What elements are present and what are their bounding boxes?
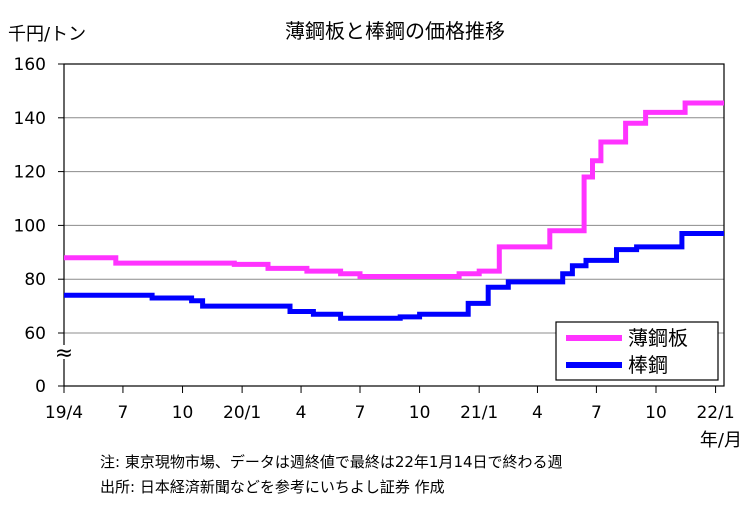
x-tick-label-1: 7 [118, 403, 129, 423]
chart-series [63, 100, 725, 321]
x-tick-label-5: 7 [355, 403, 366, 423]
x-tick-label-10: 10 [645, 403, 667, 423]
x-tick-label-2: 10 [172, 403, 194, 423]
x-tick-label-7: 21/1 [460, 403, 498, 423]
x-axis: 19/4 7 10 20/1 4 7 10 21/1 4 7 10 22/1 [45, 386, 735, 423]
axis-break-gap [56, 345, 72, 359]
y-tick-label-100: 100 [14, 216, 46, 236]
axis-break-symbol: ≈ [55, 341, 73, 366]
x-tick-label-6: 10 [409, 403, 431, 423]
x-tick-label-9: 7 [591, 403, 602, 423]
x-axis-unit-label: 年/月 [700, 430, 742, 451]
chart-gridlines [64, 63, 724, 334]
legend-label-1: 棒鋼 [628, 353, 668, 377]
footnote-source-data: 注: 東京現物市場、データは週終値で最終は22年1月14日で終わる週 [100, 453, 563, 471]
x-tick-label-11: 22/1 [696, 403, 734, 423]
y-axis: 0 60 80 100 120 140 160 [14, 55, 64, 397]
chart-title: 薄鋼板と棒鋼の価格推移 [285, 19, 505, 43]
footnote-source-credit: 出所: 日本経済新聞などを参考にいちよし証券 作成 [100, 478, 445, 496]
x-tick-label-3: 20/1 [223, 403, 261, 423]
axis-break-mark: ≈ [55, 341, 73, 366]
y-tick-label-140: 140 [14, 109, 46, 129]
y-tick-label-0: 0 [35, 377, 46, 397]
x-tick-label-0: 19/4 [45, 403, 83, 423]
x-tick-label-8: 4 [532, 403, 543, 423]
y-tick-label-60: 60 [24, 324, 46, 344]
series-line-1 [64, 231, 724, 321]
y-tick-label-160: 160 [14, 55, 46, 75]
y-axis-unit-label: 千円/トン [8, 24, 86, 45]
x-tick-label-4: 4 [296, 403, 307, 423]
series-line-0 [64, 100, 724, 279]
y-tick-label-120: 120 [14, 163, 46, 183]
legend-label-0: 薄鋼板 [628, 326, 688, 350]
y-tick-label-80: 80 [24, 270, 46, 290]
legend-box [555, 321, 719, 381]
